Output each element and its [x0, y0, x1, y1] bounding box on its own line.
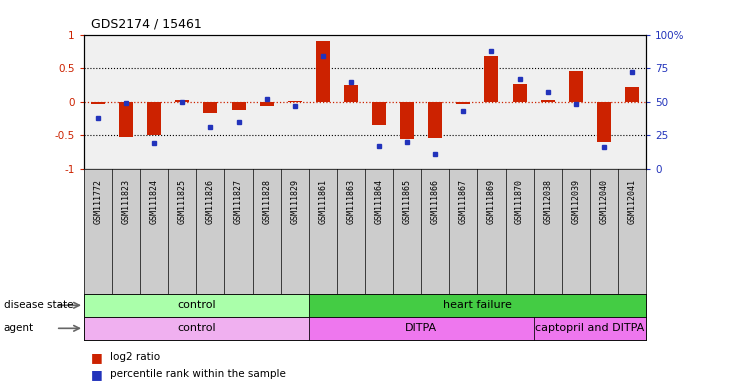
Text: agent: agent — [4, 323, 34, 333]
Text: GSM112041: GSM112041 — [628, 179, 637, 224]
Bar — [512, 84, 526, 102]
Text: GSM112039: GSM112039 — [572, 179, 580, 224]
Text: GSM111825: GSM111825 — [178, 179, 187, 224]
Text: GSM111827: GSM111827 — [234, 179, 243, 224]
Bar — [147, 102, 161, 135]
Bar — [231, 102, 245, 110]
Text: GSM111829: GSM111829 — [291, 179, 299, 224]
Bar — [625, 87, 639, 102]
Bar — [485, 56, 499, 102]
Bar — [597, 102, 611, 142]
Text: GSM111864: GSM111864 — [374, 179, 383, 224]
Bar — [456, 102, 470, 104]
Text: GSM111869: GSM111869 — [487, 179, 496, 224]
Bar — [91, 102, 105, 104]
Text: GSM111866: GSM111866 — [431, 179, 439, 224]
Text: ■: ■ — [91, 351, 103, 364]
Text: GSM111824: GSM111824 — [150, 179, 158, 224]
Text: percentile rank within the sample: percentile rank within the sample — [110, 369, 285, 379]
Bar — [288, 101, 301, 102]
Text: control: control — [177, 323, 215, 333]
Text: heart failure: heart failure — [443, 300, 512, 310]
Bar — [84, 317, 309, 340]
Bar — [400, 102, 414, 139]
Text: GSM111870: GSM111870 — [515, 179, 524, 224]
Bar — [429, 102, 442, 138]
Text: GSM111863: GSM111863 — [347, 179, 356, 224]
Text: GSM112038: GSM112038 — [543, 179, 552, 224]
Bar — [84, 294, 309, 317]
Text: disease state: disease state — [4, 300, 73, 310]
Bar — [541, 101, 555, 102]
Text: GSM111826: GSM111826 — [206, 179, 215, 224]
Text: GSM111772: GSM111772 — [93, 179, 102, 224]
Text: GSM111867: GSM111867 — [459, 179, 468, 224]
Text: ■: ■ — [91, 368, 103, 381]
Text: control: control — [177, 300, 215, 310]
Bar — [569, 71, 583, 102]
Bar — [344, 85, 358, 102]
Text: DITPA: DITPA — [405, 323, 437, 333]
Text: GSM111865: GSM111865 — [403, 179, 412, 224]
Text: log2 ratio: log2 ratio — [110, 352, 160, 362]
Bar — [309, 317, 534, 340]
Text: GSM112040: GSM112040 — [599, 179, 608, 224]
Bar — [175, 100, 189, 102]
Text: GDS2174 / 15461: GDS2174 / 15461 — [91, 18, 202, 31]
Bar — [372, 102, 386, 125]
Text: GSM111861: GSM111861 — [318, 179, 327, 224]
Bar — [534, 317, 646, 340]
Text: GSM111828: GSM111828 — [262, 179, 271, 224]
Text: captopril and DITPA: captopril and DITPA — [535, 323, 645, 333]
Text: GSM111823: GSM111823 — [122, 179, 131, 224]
Bar — [316, 41, 330, 102]
Bar — [204, 102, 218, 113]
Bar — [260, 102, 274, 106]
Bar — [309, 294, 646, 317]
Bar — [119, 102, 133, 137]
